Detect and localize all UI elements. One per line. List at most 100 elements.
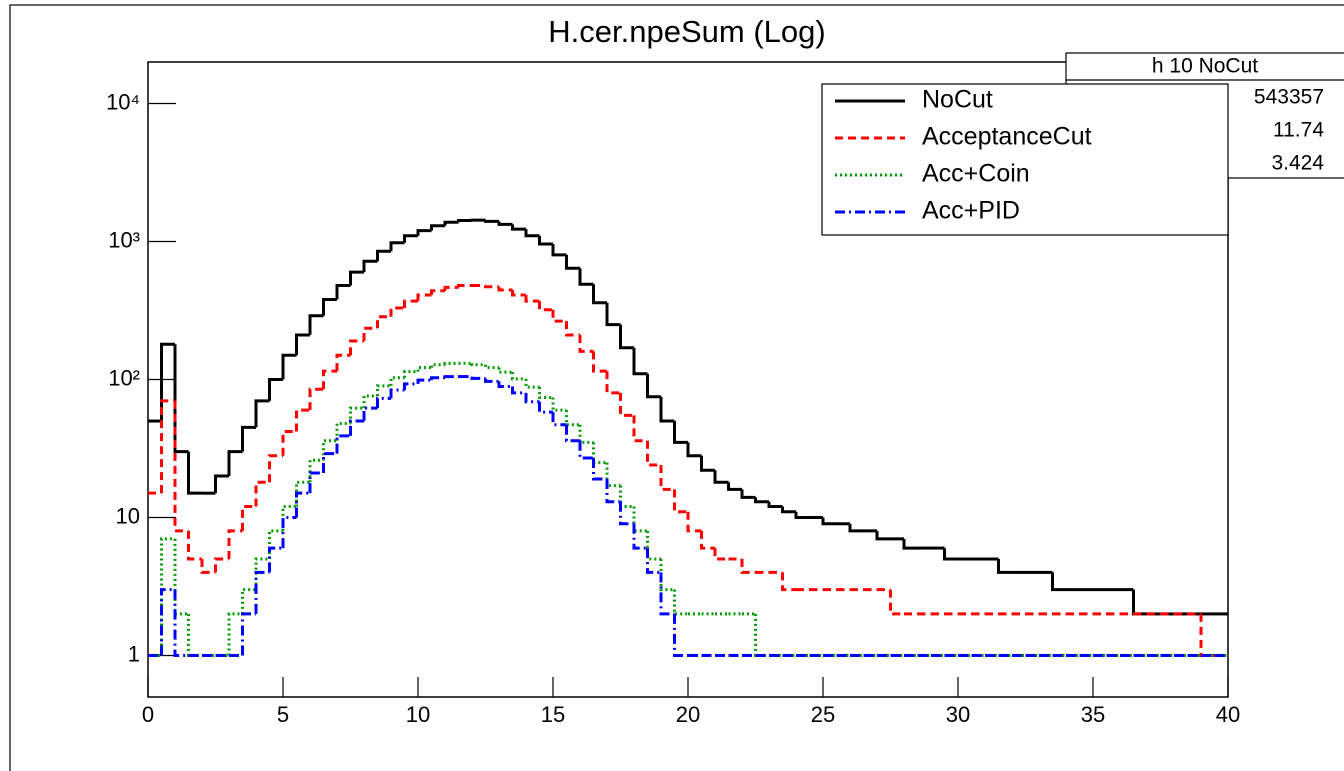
histogram-bin <box>160 537 175 656</box>
x-tick-label: 20 <box>676 702 700 727</box>
histogram-bin <box>497 221 513 226</box>
histogram-bin <box>254 570 270 614</box>
histogram-bin <box>578 335 594 353</box>
histogram-bin <box>376 396 391 409</box>
histogram-bin <box>592 457 607 481</box>
histogram-bin <box>997 559 1012 574</box>
histogram-bin <box>187 530 202 561</box>
histogram-bin <box>160 342 175 422</box>
histogram-bin <box>794 511 810 519</box>
histogram-bin <box>187 451 202 495</box>
histogram-bin <box>524 392 540 404</box>
histogram-bin <box>565 424 580 443</box>
x-tick-label: 30 <box>946 702 970 727</box>
histogram-bin <box>619 324 634 350</box>
histogram-bin <box>430 376 445 381</box>
histogram-bin <box>295 491 310 518</box>
histogram-bin <box>214 474 229 494</box>
histogram-bin <box>632 523 648 550</box>
histogram-bin <box>349 339 364 356</box>
histogram-bin <box>497 381 513 388</box>
histogram-bin <box>160 399 175 494</box>
histogram-bin <box>875 530 891 541</box>
x-tick-label: 10 <box>406 702 430 727</box>
histogram-bin <box>470 363 486 367</box>
histogram-bin <box>349 406 364 424</box>
histogram-bin <box>362 259 378 273</box>
histogram-bin <box>308 471 324 494</box>
histogram-bin <box>700 530 715 550</box>
y-tick-label: 1 <box>128 641 140 666</box>
histogram-bin <box>902 538 918 550</box>
histogram-bin <box>173 344 189 454</box>
histogram-bin <box>754 497 769 504</box>
histogram-bin <box>322 298 337 316</box>
histogram-bin <box>700 455 715 472</box>
histogram-bin <box>403 370 418 378</box>
histogram-bin <box>430 224 445 231</box>
histogram-bin <box>497 286 513 292</box>
histogram-bin <box>362 394 378 409</box>
histogram-bin <box>362 326 378 342</box>
histogram-bin <box>214 557 229 573</box>
histogram-bin <box>511 224 526 231</box>
legend-label: Acc+PID <box>922 197 1020 225</box>
histogram-bin <box>308 387 324 411</box>
histogram-bin <box>713 470 729 484</box>
histogram-bin <box>821 517 837 526</box>
histogram-bin <box>592 284 607 305</box>
histogram-bin <box>538 301 553 312</box>
histogram-bin <box>646 373 661 399</box>
histogram-bin <box>578 268 594 286</box>
legend-label: Acc+Coin <box>922 160 1030 188</box>
x-tick-label: 35 <box>1081 702 1105 727</box>
histogram-bin <box>578 424 594 444</box>
legend-label: AcceptanceCut <box>922 123 1092 151</box>
histogram-bin <box>565 321 580 337</box>
histogram-bin <box>160 588 175 656</box>
histogram-bin <box>430 289 445 295</box>
chart-title: H.cer.npeSum (Log) <box>548 14 825 49</box>
histogram-bin <box>268 454 283 483</box>
histogram-bin <box>538 401 553 414</box>
x-tick-label: 40 <box>1216 702 1240 727</box>
stats-value: 3.424 <box>1271 152 1324 175</box>
histogram-bin <box>848 523 864 533</box>
y-tick-label: 10³ <box>108 227 140 252</box>
histogram-bin <box>686 511 702 533</box>
histogram-bin <box>403 299 418 308</box>
histogram-bin <box>430 363 445 368</box>
histogram-bin <box>578 440 594 460</box>
histogram-bin <box>227 612 243 656</box>
stats-value: 11.74 <box>1273 119 1324 142</box>
histogram-bin <box>335 284 351 300</box>
histogram-bin <box>376 384 391 396</box>
histogram-bin <box>740 489 756 499</box>
histogram-bin <box>322 439 337 461</box>
histogram-bin <box>686 442 702 458</box>
histogram-bin <box>241 612 256 656</box>
histogram-bin <box>511 386 526 395</box>
histogram-bin <box>605 302 621 327</box>
histogram-bin <box>443 285 459 291</box>
histogram-bin <box>673 421 688 444</box>
histogram-bin <box>268 378 283 401</box>
histogram-bin <box>659 465 675 491</box>
x-tick-label: 0 <box>142 702 154 727</box>
histogram-bin <box>349 419 364 436</box>
histogram-bin <box>227 529 243 560</box>
histogram-bin <box>524 229 540 238</box>
histogram-bin <box>619 392 634 417</box>
histogram-bin <box>659 559 675 592</box>
histogram-bin <box>416 229 432 236</box>
histogram-bin <box>659 396 675 423</box>
histogram-bin <box>511 372 526 381</box>
histogram-bin <box>443 361 459 365</box>
histogram-bin <box>335 421 351 441</box>
histogram-bin <box>403 382 418 390</box>
histogram-bin <box>673 489 688 514</box>
histogram-bin <box>551 243 567 257</box>
histogram-bin <box>727 482 742 491</box>
histogram-bin <box>551 412 567 427</box>
